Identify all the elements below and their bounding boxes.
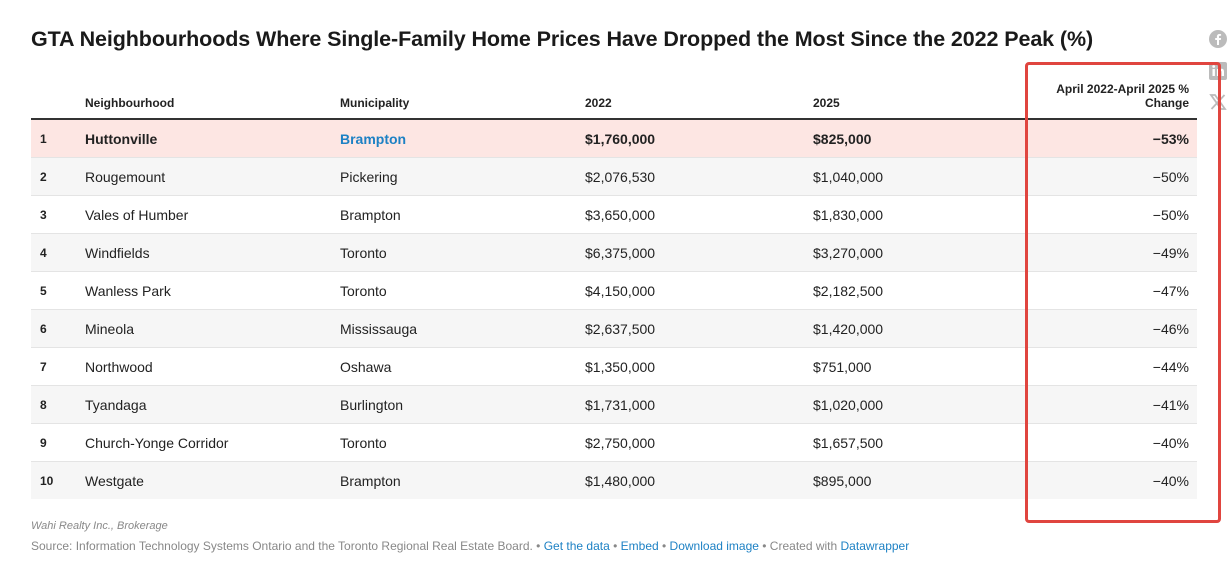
- cell-rank: 6: [31, 309, 85, 348]
- cell-municipality: Mississauga: [340, 309, 585, 348]
- cell-2022: $1,760,000: [585, 119, 813, 158]
- column-header-rank[interactable]: [31, 80, 85, 120]
- footer-sep: •: [658, 539, 670, 553]
- cell-rank: 5: [31, 271, 85, 310]
- cell-rank: 9: [31, 423, 85, 462]
- table-header-row: Neighbourhood Municipality 2022 2025 Apr…: [31, 80, 1197, 120]
- column-header-2025[interactable]: 2025: [813, 80, 1033, 120]
- cell-2022: $2,750,000: [585, 423, 813, 462]
- cell-2022: $6,375,000: [585, 233, 813, 272]
- cell-change: −49%: [1033, 233, 1197, 272]
- cell-neighbourhood: Huttonville: [85, 119, 340, 158]
- cell-2022: $4,150,000: [585, 271, 813, 310]
- datawrapper-link[interactable]: Datawrapper: [840, 539, 910, 553]
- cell-municipality: Burlington: [340, 385, 585, 424]
- cell-change: −47%: [1033, 271, 1197, 310]
- table-row: 8 Tyandaga Burlington $1,731,000 $1,020,000−…: [31, 385, 1197, 424]
- cell-change: −46%: [1033, 309, 1197, 348]
- chart-title: GTA Neighbourhoods Where Single-Family H…: [31, 27, 1094, 51]
- source-text: Source: Information Technology Systems O…: [31, 539, 544, 553]
- cell-neighbourhood: Vales of Humber: [85, 195, 340, 234]
- cell-2025: $1,830,000: [813, 195, 1033, 234]
- table-row: 2 Rougemount Pickering $2,076,530 $1,040,000…: [31, 157, 1197, 196]
- table-row: 7 Northwood Oshawa $1,350,000 $751,000 −44%: [31, 347, 1197, 386]
- download-image-link[interactable]: Download image: [669, 539, 759, 553]
- cell-2022: $2,637,500: [585, 309, 813, 348]
- table-row: 4 Windfields Toronto $6,375,000 $3,270,000 −4…: [31, 233, 1197, 272]
- cell-municipality: Oshawa: [340, 347, 585, 386]
- cell-neighbourhood: Wanless Park: [85, 271, 340, 310]
- cell-neighbourhood: Church-Yonge Corridor: [85, 423, 340, 462]
- embed-link[interactable]: Embed: [620, 539, 659, 553]
- column-header-municipality[interactable]: Municipality: [340, 80, 585, 120]
- table-body: 1 Huttonville Brampton $1,760,000 $825,000 −5…: [31, 119, 1197, 499]
- cell-2025: $751,000: [813, 347, 1033, 386]
- cell-municipality: Toronto: [340, 233, 585, 272]
- cell-change: −50%: [1033, 195, 1197, 234]
- table-row: 1 Huttonville Brampton $1,760,000 $825,000 −5…: [31, 119, 1197, 158]
- table-row: 6 Mineola Mississauga $2,637,500 $1,420,000−…: [31, 309, 1197, 348]
- cell-rank: 10: [31, 461, 85, 499]
- chart-footer: Source: Information Technology Systems O…: [31, 539, 909, 553]
- table-row: 10 Westgate Brampton $1,480,000 $895,000 −40%: [31, 461, 1197, 499]
- table-row: 5 Wanless Park Toronto $4,150,000 $2,182,500…: [31, 271, 1197, 310]
- table-row: 9 Church-Yonge Corridor Toronto $2,750,000 $…: [31, 423, 1197, 462]
- get-data-link[interactable]: Get the data: [543, 539, 610, 553]
- cell-change: −40%: [1033, 423, 1197, 462]
- cell-rank: 4: [31, 233, 85, 272]
- cell-municipality: Brampton: [340, 119, 585, 158]
- cell-rank: 1: [31, 119, 85, 158]
- facebook-icon[interactable]: [1208, 29, 1228, 49]
- cell-change: −44%: [1033, 347, 1197, 386]
- cell-municipality: Toronto: [340, 423, 585, 462]
- cell-rank: 3: [31, 195, 85, 234]
- cell-2022: $3,650,000: [585, 195, 813, 234]
- cell-2022: $1,480,000: [585, 461, 813, 499]
- cell-rank: 2: [31, 157, 85, 196]
- cell-2025: $1,020,000: [813, 385, 1033, 424]
- column-header-neighbourhood[interactable]: Neighbourhood: [85, 80, 340, 120]
- cell-2022: $1,731,000: [585, 385, 813, 424]
- cell-municipality: Pickering: [340, 157, 585, 196]
- cell-2025: $1,657,500: [813, 423, 1033, 462]
- x-icon[interactable]: [1208, 92, 1228, 112]
- cell-change: −50%: [1033, 157, 1197, 196]
- cell-2025: $895,000: [813, 461, 1033, 499]
- cell-rank: 8: [31, 385, 85, 424]
- cell-2022: $1,350,000: [585, 347, 813, 386]
- cell-2025: $825,000: [813, 119, 1033, 158]
- table-row: 3 Vales of Humber Brampton $3,650,000 $1,830…: [31, 195, 1197, 234]
- cell-neighbourhood: Mineola: [85, 309, 340, 348]
- cell-municipality: Toronto: [340, 271, 585, 310]
- linkedin-icon[interactable]: [1208, 61, 1228, 81]
- cell-neighbourhood: Northwood: [85, 347, 340, 386]
- cell-2025: $3,270,000: [813, 233, 1033, 272]
- cell-municipality: Brampton: [340, 195, 585, 234]
- column-header-change-label: April 2022-April 2025 % Change: [1056, 82, 1189, 110]
- cell-2025: $1,420,000: [813, 309, 1033, 348]
- cell-municipality: Brampton: [340, 461, 585, 499]
- column-header-change[interactable]: April 2022-April 2025 % Change: [1033, 80, 1197, 120]
- cell-change: −41%: [1033, 385, 1197, 424]
- cell-2022: $2,076,530: [585, 157, 813, 196]
- cell-neighbourhood: Westgate: [85, 461, 340, 499]
- cell-neighbourhood: Windfields: [85, 233, 340, 272]
- cell-change: −40%: [1033, 461, 1197, 499]
- cell-neighbourhood: Tyandaga: [85, 385, 340, 424]
- cell-change: −53%: [1033, 119, 1197, 158]
- cell-2025: $2,182,500: [813, 271, 1033, 310]
- footer-sep: •: [609, 539, 621, 553]
- column-header-2022[interactable]: 2022: [585, 80, 813, 120]
- created-with-text: • Created with: [758, 539, 841, 553]
- data-table: Neighbourhood Municipality 2022 2025 Apr…: [31, 80, 1197, 499]
- cell-rank: 7: [31, 347, 85, 386]
- cell-neighbourhood: Rougemount: [85, 157, 340, 196]
- cell-2025: $1,040,000: [813, 157, 1033, 196]
- chart-notes: Wahi Realty Inc., Brokerage: [31, 520, 168, 532]
